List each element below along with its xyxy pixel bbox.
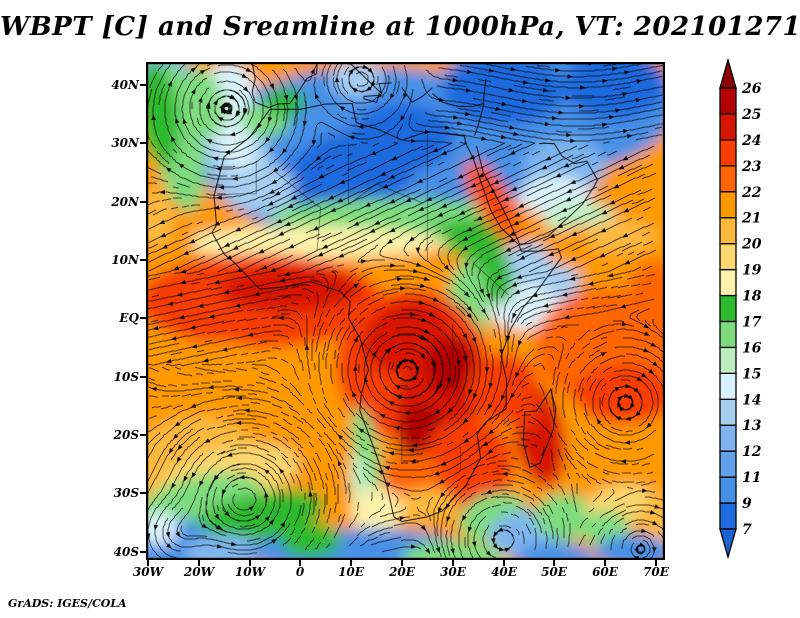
x-axis-tick	[299, 560, 301, 566]
y-axis-label: 10S	[113, 370, 139, 384]
x-axis-label: 20E	[389, 565, 415, 579]
colorbar-segment	[719, 372, 737, 400]
y-axis-tick	[140, 434, 146, 436]
colorbar-label: 14	[742, 392, 761, 408]
y-axis-label: 20S	[113, 428, 139, 442]
colorbar-label: 15	[742, 366, 761, 382]
x-axis-label: 30W	[132, 565, 164, 579]
x-axis-label: 70E	[643, 565, 669, 579]
y-axis-tick	[140, 551, 146, 553]
colorbar-arrow-below	[719, 528, 737, 560]
x-axis-tick	[604, 560, 606, 566]
x-axis-label: 40E	[491, 565, 517, 579]
colorbar-segment	[719, 139, 737, 167]
x-axis-tick	[249, 560, 251, 566]
x-axis-label: 10W	[234, 565, 266, 579]
colorbar-label: 26	[741, 81, 762, 97]
colorbar-segment	[719, 242, 737, 271]
x-axis-label: 50E	[541, 565, 567, 579]
y-axis-tick	[140, 142, 146, 144]
y-axis-tick	[140, 259, 146, 261]
y-axis-label: 10N	[111, 253, 139, 267]
y-axis-tick	[140, 492, 146, 494]
y-axis-tick	[140, 84, 146, 86]
colorbar-label: 19	[742, 263, 762, 279]
y-axis-label: EQ	[119, 311, 139, 325]
x-axis-label: 30E	[440, 565, 466, 579]
colorbar-segment	[719, 113, 737, 141]
colorbar-segment	[719, 450, 737, 478]
x-axis-tick	[198, 560, 200, 566]
country-borders	[213, 134, 509, 471]
colorbar-label: 20	[741, 237, 762, 253]
colorbar-label: 24	[741, 133, 761, 149]
y-axis-label: 20N	[111, 195, 139, 209]
colorbar-segment	[719, 398, 737, 426]
x-axis-label: 10E	[338, 565, 364, 579]
colorbar-label: 21	[741, 211, 761, 227]
colorbar-label: 12	[742, 444, 762, 460]
map-border	[146, 62, 665, 560]
x-axis-label: 0	[295, 565, 305, 579]
x-axis-tick	[503, 560, 505, 566]
colorbar-label: 9	[742, 496, 752, 512]
colorbar-arrow-above	[719, 58, 737, 89]
temperature-field	[146, 62, 665, 560]
x-axis-tick	[350, 560, 352, 566]
x-axis-tick	[147, 560, 149, 566]
streamline-contour-map	[146, 62, 665, 560]
colorbar-segment	[719, 476, 737, 504]
colorbar-segment	[719, 346, 737, 375]
colorbar-label: 13	[742, 418, 762, 434]
chart-title: WBPT [C] and Sreamline at 1000hPa, VT: 2…	[0, 12, 800, 42]
colorbar-segment	[719, 191, 737, 219]
x-axis-tick	[553, 560, 555, 566]
colorbar-segment	[719, 268, 737, 297]
y-axis-label: 40S	[113, 545, 139, 559]
colorbar-segment	[719, 424, 737, 452]
colorbar-segment	[719, 217, 737, 245]
colorbar-label: 11	[742, 470, 761, 486]
y-axis-label: 30N	[111, 136, 139, 150]
map-plot-area	[146, 62, 665, 560]
colorbar-label: 17	[742, 315, 762, 331]
colorbar-label: 22	[741, 185, 762, 201]
coastlines	[211, 62, 599, 523]
colorbar-segment	[719, 320, 737, 349]
colorbar: 7 9 11 12 13 14 15 16 17 18 19 20 21 22 23 24 25 26	[719, 58, 762, 560]
y-axis-label: 30S	[113, 486, 139, 500]
x-axis-tick	[401, 560, 403, 566]
y-axis-tick	[140, 317, 146, 319]
colorbar-label: 7	[742, 522, 752, 538]
colorbar-segment	[719, 502, 737, 530]
x-axis-tick	[655, 560, 657, 566]
y-axis-tick	[140, 201, 146, 203]
colorbar-segment	[719, 165, 737, 193]
colorbar-segment	[719, 294, 737, 323]
x-axis-label: 20W	[183, 565, 215, 579]
colorbar-segment	[719, 87, 737, 115]
x-axis-label: 60E	[592, 565, 618, 579]
y-axis-tick	[140, 376, 146, 378]
colorbar-label: 23	[741, 159, 762, 175]
x-axis-tick	[452, 560, 454, 566]
grads-attribution: GrADS: IGES/COLA	[8, 597, 127, 610]
colorbar-label: 18	[742, 289, 762, 305]
y-axis-label: 40N	[111, 78, 139, 92]
colorbar-label: 25	[741, 107, 761, 123]
colorbar-label: 16	[742, 340, 762, 356]
